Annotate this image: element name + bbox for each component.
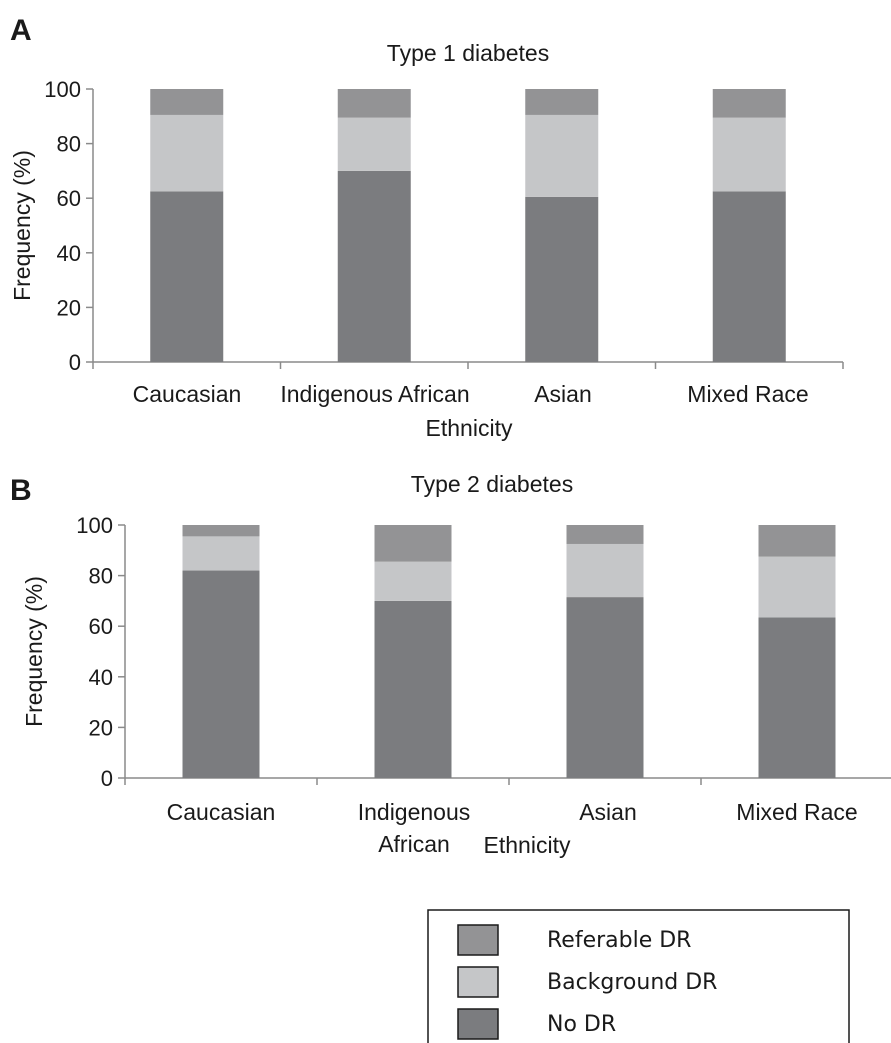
y-tick-label-b-100: 100 (76, 513, 113, 538)
y-tick-label-b-20: 20 (89, 715, 113, 740)
chart-title-b: Type 2 diabetes (411, 471, 573, 497)
x-category-label-a-0-0: Caucasian (133, 381, 242, 407)
bar-b-0-referable-dr (182, 525, 260, 537)
bar-b-3-no-dr (758, 617, 836, 778)
legend: Referable DR Background DR No DR (427, 909, 850, 1043)
legend-swatch-2 (457, 1008, 499, 1040)
legend-label-2: No DR (547, 1012, 616, 1037)
panel-letter-b: B (10, 474, 32, 507)
bar-a-0-referable-dr (150, 89, 224, 115)
x-category-label-b-0-0: Caucasian (167, 799, 276, 825)
y-tick-label-a-20: 20 (57, 295, 81, 320)
legend-label-0: Referable DR (547, 928, 691, 953)
bar-a-1-background-dr (337, 117, 411, 171)
bar-a-1-referable-dr (337, 89, 411, 118)
bar-a-0-background-dr (150, 114, 224, 192)
panel-letter-a: A (10, 14, 32, 47)
bar-a-2-referable-dr (525, 89, 599, 115)
y-axis-title-b: Frequency (%) (21, 576, 47, 727)
y-tick-label-b-0: 0 (101, 766, 113, 791)
legend-swatch-0 (457, 924, 499, 956)
x-axis-title-a: Ethnicity (426, 415, 513, 441)
bar-a-2-background-dr (525, 114, 599, 197)
bar-a-2-no-dr (525, 196, 599, 362)
y-axis-title-a: Frequency (%) (9, 150, 35, 301)
y-tick-label-a-60: 60 (57, 186, 81, 211)
bar-b-3-background-dr (758, 556, 836, 618)
y-tick-label-b-40: 40 (89, 665, 113, 690)
y-tick-label-a-0: 0 (69, 350, 81, 375)
x-category-label-a-1-0: Indigenous African (280, 381, 469, 407)
bar-a-1-no-dr (337, 170, 411, 362)
y-tick-label-b-60: 60 (89, 614, 113, 639)
bar-b-2-background-dr (566, 543, 644, 598)
y-tick-label-a-40: 40 (57, 241, 81, 266)
bar-b-2-no-dr (566, 597, 644, 778)
bar-b-1-no-dr (374, 600, 452, 778)
chart-type1: Type 1 diabetes 0 20 40 60 80 100 Frequency (%)… (9, 40, 844, 441)
y-tick-label-a-100: 100 (44, 77, 81, 102)
bar-b-2-referable-dr (566, 525, 644, 544)
bar-b-1-referable-dr (374, 525, 452, 562)
bar-a-3-no-dr (712, 191, 786, 362)
chart-type2: Type 2 diabetes 0 20 40 60 80 100 Frequency (%)… (21, 471, 891, 858)
legend-swatch-1 (457, 966, 499, 998)
x-category-label-b-3-0: Mixed Race (736, 799, 857, 825)
x-category-label-b-1-0: Indigenous (358, 799, 471, 825)
y-tick-label-b-80: 80 (89, 564, 113, 589)
x-category-label-b-2-0: Asian (579, 799, 637, 825)
bar-b-3-referable-dr (758, 525, 836, 557)
x-category-label-b-1-1: African (378, 831, 450, 857)
y-tick-label-a-80: 80 (57, 132, 81, 157)
x-category-label-a-2-0: Asian (534, 381, 592, 407)
bar-a-3-background-dr (712, 117, 786, 192)
bar-a-3-referable-dr (712, 89, 786, 118)
legend-label-1: Background DR (547, 970, 717, 995)
chart-title-a: Type 1 diabetes (387, 40, 549, 66)
bar-b-0-background-dr (182, 536, 260, 571)
bar-b-0-no-dr (182, 570, 260, 778)
x-category-label-a-3-0: Mixed Race (687, 381, 808, 407)
bar-b-1-background-dr (374, 561, 452, 601)
bar-a-0-no-dr (150, 191, 224, 362)
x-axis-title-b: Ethnicity (484, 832, 571, 858)
